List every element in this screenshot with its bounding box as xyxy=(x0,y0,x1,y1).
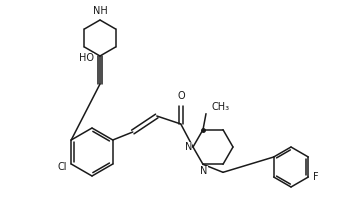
Text: N: N xyxy=(185,142,192,152)
Text: O: O xyxy=(178,91,186,101)
Text: NH: NH xyxy=(92,6,107,16)
Text: Cl: Cl xyxy=(58,162,67,172)
Text: N: N xyxy=(200,166,208,176)
Text: HO: HO xyxy=(79,53,94,63)
Text: CH₃: CH₃ xyxy=(211,102,229,112)
Text: F: F xyxy=(313,172,319,182)
